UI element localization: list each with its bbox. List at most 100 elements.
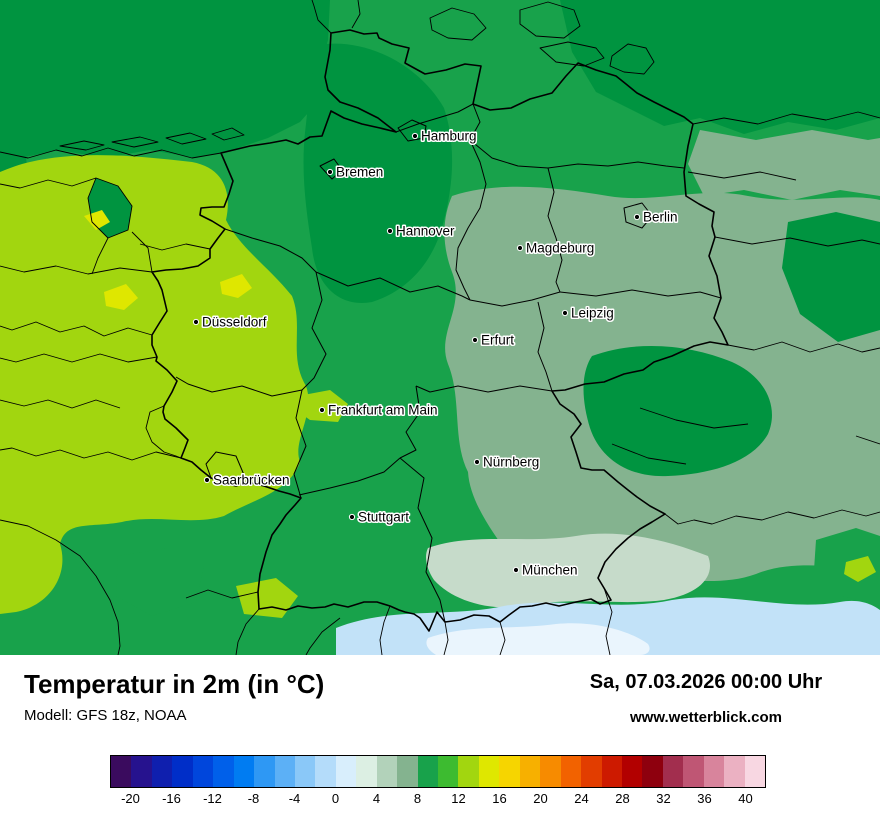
legend-segment [560, 756, 582, 787]
state-border-st-bb [547, 167, 563, 293]
legend-segment [417, 756, 438, 787]
city-marker: Saarbrücken [203, 471, 291, 489]
city-dot [348, 513, 356, 521]
city-marker: Leipzig [561, 304, 615, 322]
city-marker: Hannover [386, 222, 457, 240]
region-southeast-corner-yellow [844, 556, 876, 582]
border-nl-regions [0, 177, 211, 275]
city-dot [633, 213, 641, 221]
legend-tick: 36 [697, 791, 712, 806]
region-frankfurt-yellow-patch [296, 390, 348, 422]
region-east-edge-dark [782, 212, 880, 342]
legend-tick-labels: -20 -16 -12 -8 -4 0 4 8 12 16 20 24 28 32 36 40 [110, 791, 766, 809]
state-border-mv-south [469, 139, 685, 169]
legend-segment [131, 756, 152, 787]
region-munich-pale-band [426, 533, 711, 608]
map-canvas: Hamburg Bremen Berlin Hannover Magdeburg Düss… [0, 0, 880, 655]
legend-tick: 40 [738, 791, 753, 806]
legend-colorbar [110, 755, 766, 788]
border-at-regions [443, 509, 880, 655]
footer-right: Sa, 07.03.2026 00:00 Uhr www.wetterblick… [556, 671, 856, 726]
region-west-yellow-green [0, 155, 309, 615]
border-be-fr-border [0, 447, 182, 461]
city-label: Stuttgart [358, 510, 409, 525]
legend-segment [478, 756, 500, 787]
state-border-bremen-area [319, 158, 343, 180]
model-info: Modell: GFS 18z, NOAA [24, 707, 187, 724]
state-border-nrw-south [175, 376, 303, 397]
state-border-nrw-east [301, 271, 327, 391]
legend-segment [581, 756, 602, 787]
state-border-nrw-north [224, 228, 317, 273]
state-border-th-sn [469, 291, 561, 392]
region-france-yellow-patch [236, 578, 298, 618]
legend-segment [335, 756, 357, 787]
legend-segment [233, 756, 255, 787]
city-label: Erfurt [481, 333, 514, 348]
state-border-nds-st-elbe [455, 139, 487, 301]
city-label: Saarbrücken [213, 473, 290, 488]
border-nl-be-border [0, 321, 153, 337]
state-border-saarland [205, 451, 248, 483]
legend-tick: 24 [574, 791, 589, 806]
region-alps-white [426, 623, 650, 655]
region-lower-saxony-dark [303, 43, 453, 303]
state-border-rp-he-rhine [293, 389, 307, 499]
city-label: Hamburg [421, 129, 477, 144]
city-marker: Hamburg [411, 127, 478, 145]
legend-segment [356, 756, 377, 787]
legend-segment [601, 756, 622, 787]
region-bright-yellow-spots [84, 210, 252, 310]
legend-tick: -4 [288, 791, 301, 806]
legend-tick: -20 [121, 791, 140, 806]
city-dot [386, 227, 394, 235]
country-border-germany-outline [151, 29, 729, 632]
legend-segment [192, 756, 214, 787]
legend-tick: -16 [162, 791, 181, 806]
legend-segment [744, 756, 765, 787]
legend-tick: -12 [203, 791, 222, 806]
city-dot [512, 566, 520, 574]
border-cz-regions [611, 341, 880, 465]
city-marker: München [512, 561, 579, 579]
city-dot [473, 458, 481, 466]
city-label: Leipzig [571, 306, 614, 321]
temperature-legend: -20 -16 -12 -8 -4 0 4 8 12 16 20 24 28 32 36 40 [110, 755, 766, 809]
region-northeast-gray-band [688, 130, 880, 200]
region-belgium-green-patch [116, 548, 204, 616]
state-border-nds-south [315, 271, 471, 301]
legend-segment [376, 756, 398, 787]
border-luxembourg-west [145, 405, 182, 459]
city-marker: Frankfurt am Main [318, 401, 439, 419]
city-dot [326, 168, 334, 176]
city-label: Berlin [643, 210, 678, 225]
border-dk-jutland [311, 0, 361, 34]
city-dot [561, 309, 569, 317]
city-dot [411, 132, 419, 140]
legend-segment [254, 756, 275, 787]
website-url: www.wetterblick.com [630, 709, 782, 726]
state-border-th-by-he [399, 385, 553, 459]
legend-segment [642, 756, 663, 787]
legend-segment [172, 756, 193, 787]
legend-segment [151, 756, 173, 787]
city-label: Düsseldorf [202, 315, 267, 330]
city-dot [203, 476, 211, 484]
legend-segment [540, 756, 561, 787]
city-marker: Düsseldorf [192, 313, 268, 331]
legend-tick: 12 [451, 791, 466, 806]
city-marker: Stuttgart [348, 508, 411, 526]
legend-tick: 16 [492, 791, 507, 806]
legend-segment [294, 756, 316, 787]
border-be-regions [0, 353, 158, 409]
city-marker: Bremen [326, 163, 385, 181]
legend-segment [274, 756, 295, 787]
city-label: Magdeburg [526, 241, 594, 256]
legend-tick: 32 [656, 791, 671, 806]
city-label: Nürnberg [483, 455, 539, 470]
border-ruegen-island [609, 43, 655, 75]
city-marker: Magdeburg [516, 239, 596, 257]
city-label: Frankfurt am Main [328, 403, 438, 418]
legend-segment [703, 756, 725, 787]
